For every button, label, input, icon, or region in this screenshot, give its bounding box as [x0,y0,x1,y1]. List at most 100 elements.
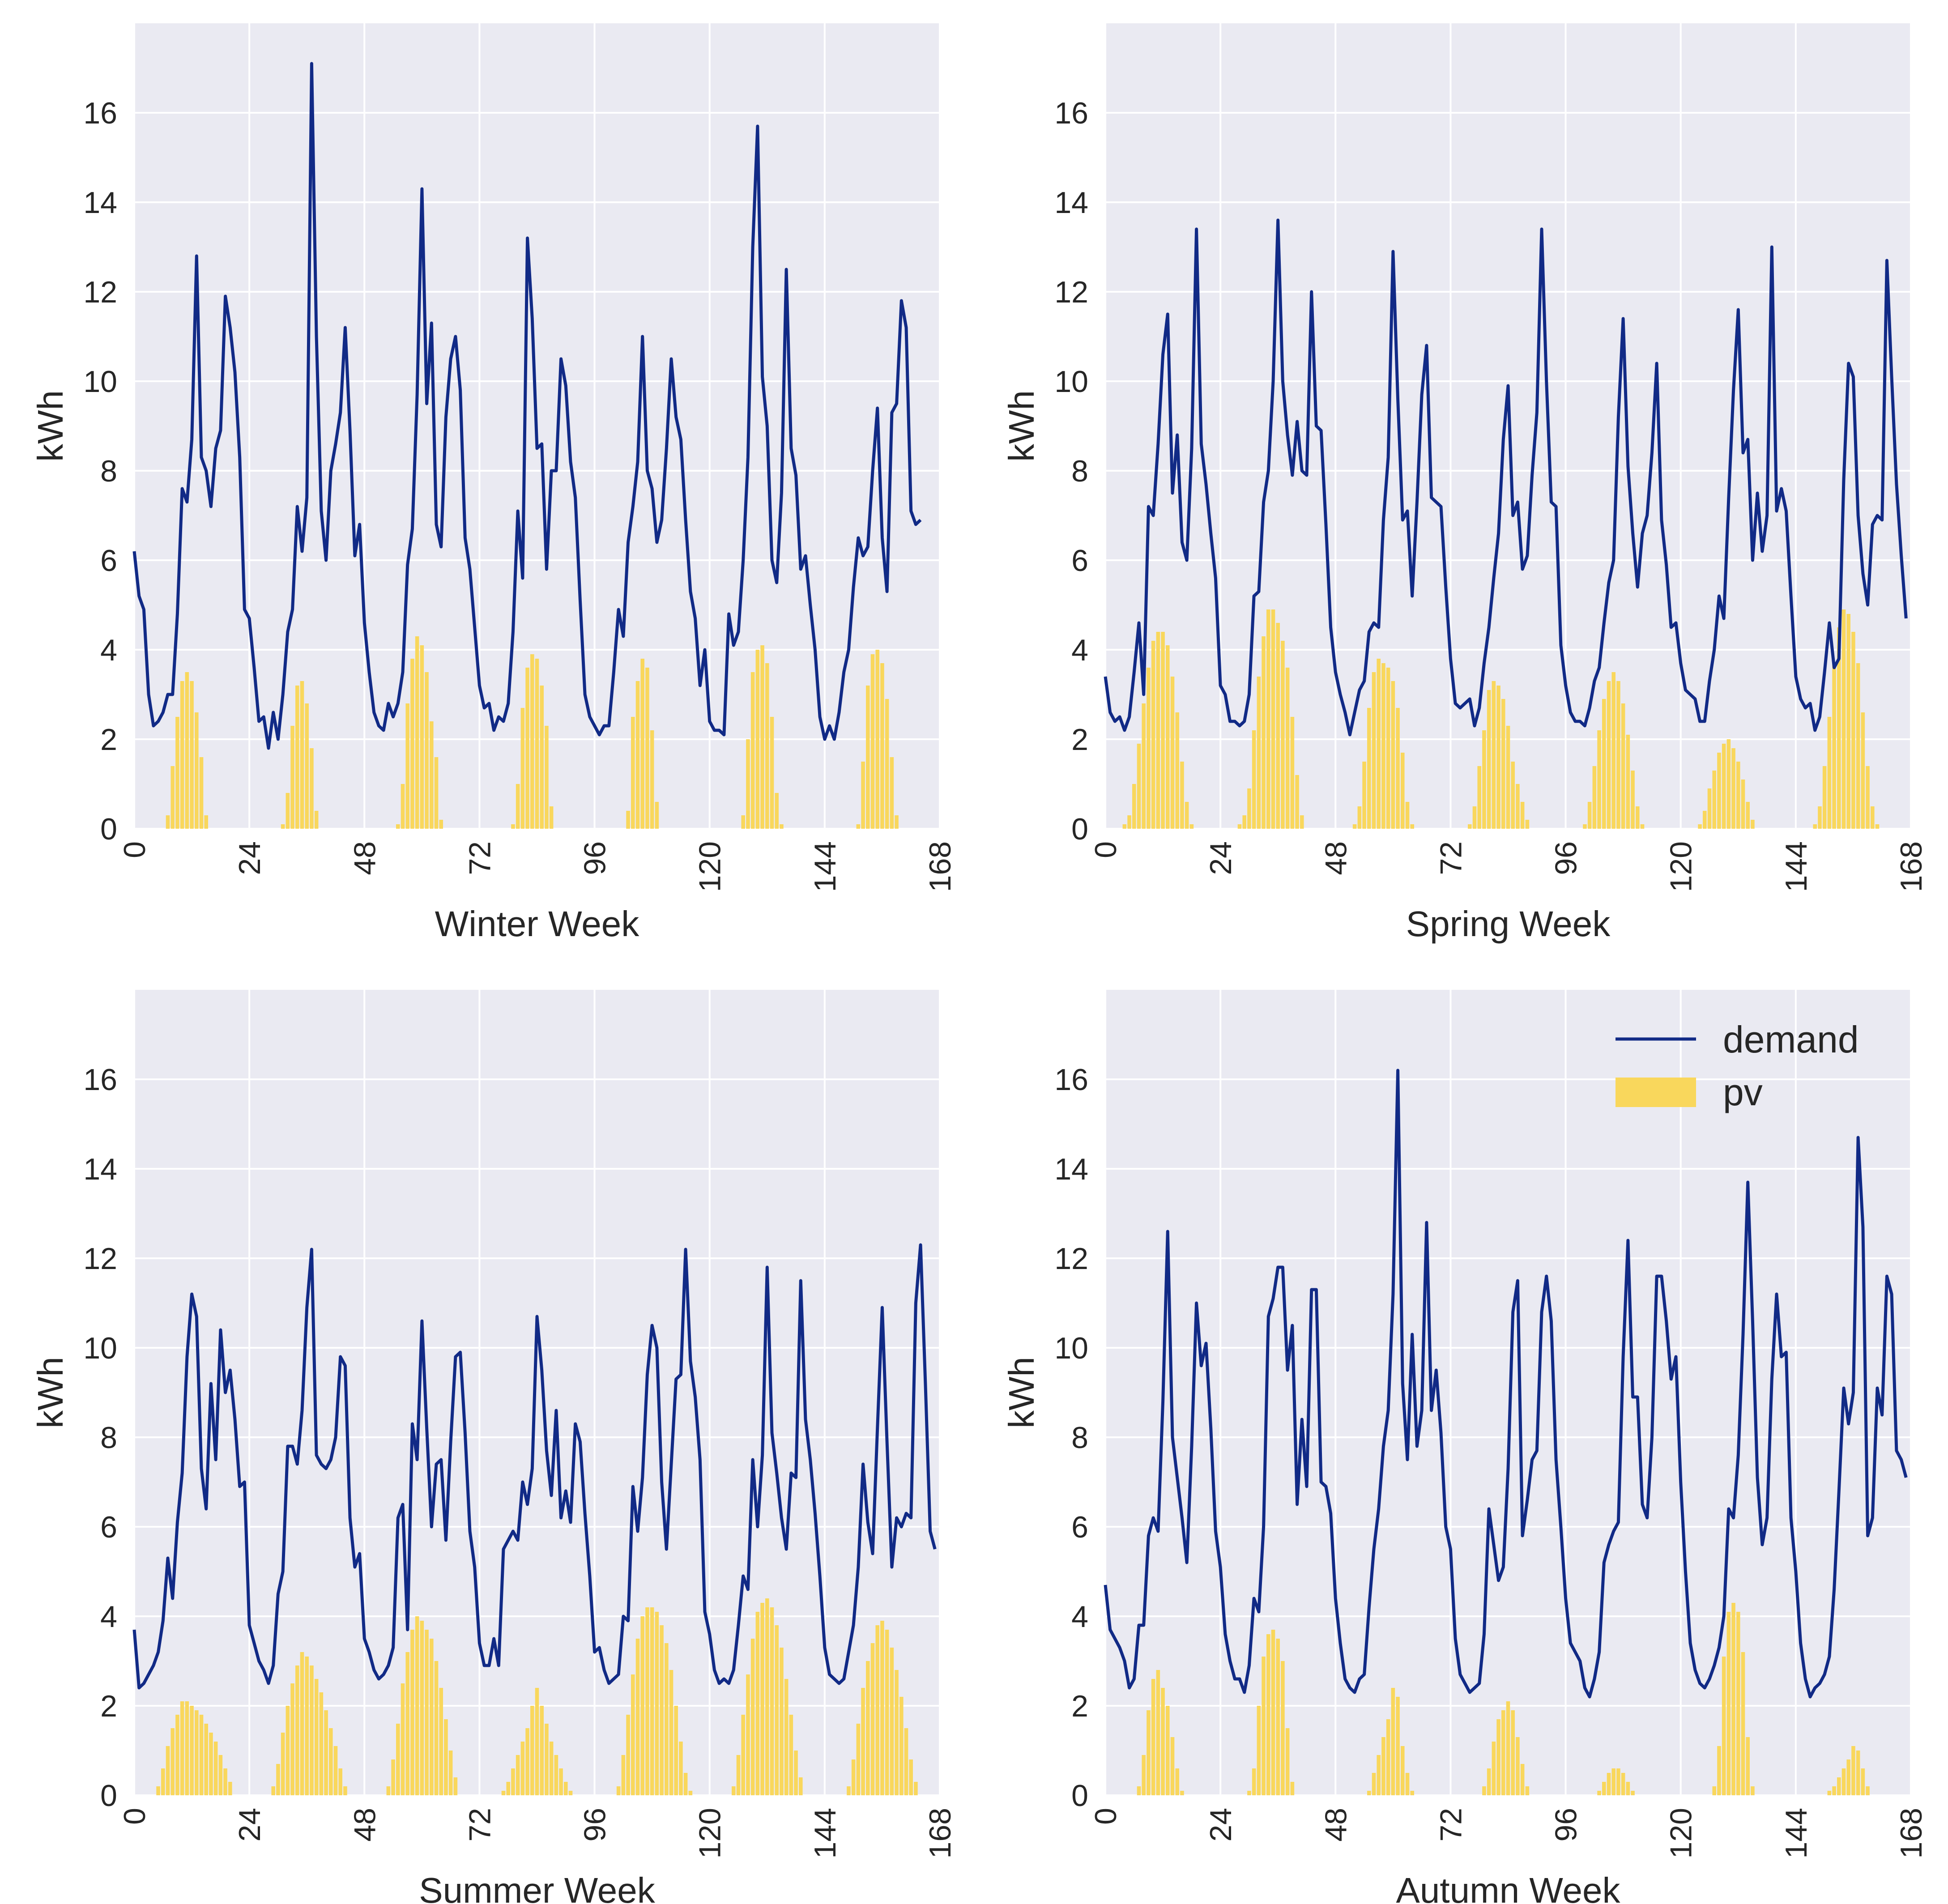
pv-bar [195,1710,199,1795]
pv-bar [1271,1630,1275,1795]
y-tick-label: 16 [1054,96,1088,130]
pv-bar [1285,668,1290,829]
pv-bar [1597,1791,1601,1795]
pv-bar [904,1728,908,1795]
pv-bar [410,1630,414,1795]
pv-bar [204,815,208,829]
y-tick-label: 14 [1054,186,1088,220]
x-tick-label: 48 [1319,1808,1353,1842]
pv-bar [1396,708,1400,829]
y-tick-label: 12 [83,275,117,309]
pv-bar [290,726,294,829]
pv-bar [1875,824,1880,829]
pv-bar [1290,717,1295,829]
pv-bar [1592,766,1597,829]
pv-bar [616,1786,621,1795]
pv-bar [1525,1786,1530,1795]
pv-bar [1262,1657,1266,1795]
pv-bar [1161,632,1165,829]
pv-bar [329,1728,333,1795]
x-tick-label: 96 [1549,1808,1583,1842]
pv-bar [190,1706,194,1795]
y-tick-label: 14 [1054,1152,1088,1186]
pv-bar [655,802,659,829]
pv-bar [511,1768,515,1795]
pv-bar [1496,1719,1500,1795]
pv-bar [1741,1652,1745,1795]
pv-bar [218,1755,223,1795]
pv-bar [789,1715,793,1795]
pv-bar [1396,1697,1400,1795]
pv-bar [554,1755,558,1795]
plot-area [1105,990,1911,1795]
pv-bar [1492,681,1496,829]
pv-bar [180,681,184,829]
pv-bar [1640,824,1645,829]
legend-pv-swatch [1616,1078,1696,1107]
pv-bar [1736,762,1740,829]
pv-bar [305,1657,309,1795]
pv-bar [549,1742,554,1795]
pv-bar [1861,1768,1865,1795]
pv-bar [683,1773,688,1795]
y-tick-label: 4 [100,1600,117,1634]
y-tick-label: 0 [100,1779,117,1813]
x-axis-title: Spring Week [1406,904,1611,944]
pv-bar [621,1755,626,1795]
pv-bar [501,1791,506,1795]
pv-bar [1266,1634,1270,1795]
pv-bar [1751,820,1755,829]
pv-bar [444,1719,448,1795]
pv-bar [866,1661,870,1795]
pv-bar [295,1665,299,1795]
y-tick-label: 16 [83,96,117,130]
pv-bar [540,1706,544,1795]
x-tick-label: 0 [1089,841,1123,858]
x-tick-label: 168 [1894,1808,1928,1858]
pv-bar [1180,1791,1184,1795]
pv-bar [1626,735,1630,829]
pv-bar [415,1616,419,1795]
pv-bar [1822,766,1827,829]
pv-bar [525,668,529,829]
pv-bar [204,1724,208,1795]
pv-bar [1607,681,1611,829]
y-tick-label: 6 [1071,1510,1088,1544]
pv-bar [166,1746,170,1795]
pv-bar [180,1701,184,1795]
pv-bar [1122,824,1127,829]
pv-bar [425,672,429,829]
pv-bar [1520,1764,1525,1795]
pv-bar [540,686,544,829]
x-tick-label: 144 [808,1808,842,1858]
x-tick-label: 72 [463,841,497,875]
pv-bar [1137,1786,1141,1795]
x-tick-label: 144 [1779,841,1813,892]
pv-bar [626,1715,630,1795]
pv-bar [185,672,189,829]
pv-bar [1525,820,1530,829]
pv-bar [1602,699,1606,829]
pv-bar [856,824,861,829]
pv-bar [559,1768,563,1795]
y-axis-title: kWh [30,1357,70,1428]
pv-bar [1856,1751,1860,1795]
pv-bar [870,1643,875,1795]
pv-bar [626,811,630,829]
pv-bar [338,1768,342,1795]
pv-bar [1391,681,1395,829]
pv-bar [1247,788,1251,829]
x-tick-label: 0 [118,1808,152,1825]
pv-bar [1496,686,1500,829]
pv-bar [885,699,889,829]
pv-bar [439,820,443,829]
pv-bar [631,717,635,829]
pv-bar [1851,1746,1855,1795]
pv-bar [516,1755,520,1795]
pv-bar [750,672,755,829]
pv-bar [1290,1782,1295,1795]
pv-bar [396,824,400,829]
pv-bar [506,1782,510,1795]
pv-bar [1180,762,1184,829]
pv-bar [1861,712,1865,829]
